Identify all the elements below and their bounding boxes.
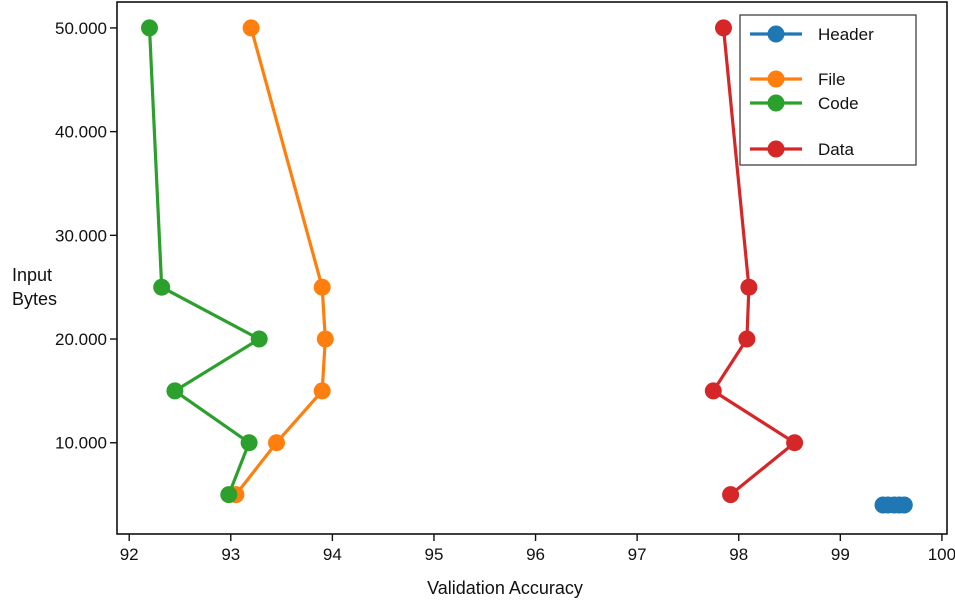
legend-marker-data (767, 140, 785, 158)
x-tick-label: 95 (425, 545, 444, 564)
plot-frame (116, 1, 948, 535)
data-point-header-4 (895, 496, 913, 514)
legend-item-file: File (750, 70, 845, 89)
legend-label-file: File (818, 70, 845, 89)
data-point-data-1 (786, 434, 804, 452)
x-tick-label: 99 (831, 545, 850, 564)
x-tick-label: 92 (120, 545, 139, 564)
data-point-data-0 (722, 486, 740, 504)
plot-area (141, 19, 913, 514)
legend-marker-header (767, 25, 785, 43)
data-point-code-1 (240, 434, 258, 452)
data-point-data-4 (740, 278, 758, 296)
series-file (227, 19, 334, 504)
x-tick-label: 93 (221, 545, 240, 564)
data-point-code-5 (141, 19, 158, 37)
legend-item-data: Data (750, 140, 854, 159)
data-point-data-2 (704, 382, 722, 400)
series-data (704, 19, 804, 504)
y-axis-ticks: 10.000 20.000 30.000 40.000 50.000 (55, 19, 117, 453)
y-axis-title-line-1: Input (12, 265, 52, 285)
data-point-code-0 (220, 486, 238, 504)
y-tick-label: 20.000 (55, 330, 107, 349)
legend-label-code: Code (818, 94, 859, 113)
legend-item-code: Code (750, 94, 859, 113)
y-tick-label: 10.000 (55, 434, 107, 453)
legend-box (739, 14, 917, 166)
series-line-code (147, 27, 261, 496)
x-tick-label: 100 (928, 545, 955, 564)
data-point-file-1 (268, 434, 285, 452)
data-point-data-5 (715, 19, 732, 37)
legend-item-header: Header (750, 25, 874, 44)
x-axis-ticks: 92 93 94 95 96 97 98 99 100 (120, 534, 955, 564)
legend-marker-file (767, 70, 785, 88)
x-tick-label: 94 (323, 545, 342, 564)
legend: Header File Code Data (739, 14, 917, 166)
series-header (874, 496, 913, 514)
data-point-code-3 (250, 330, 268, 348)
data-point-data-3 (738, 330, 756, 348)
series-line-data (711, 27, 797, 496)
x-tick-label: 97 (628, 545, 647, 564)
data-point-file-3 (316, 330, 334, 348)
legend-label-data: Data (818, 140, 854, 159)
data-point-file-5 (242, 19, 260, 37)
x-tick-label: 98 (729, 545, 748, 564)
y-tick-label: 40.000 (55, 123, 107, 142)
data-point-file-2 (313, 382, 331, 400)
legend-marker-code (767, 94, 785, 112)
y-axis-title-line-2: Bytes (12, 289, 57, 309)
data-point-file-4 (313, 278, 331, 296)
y-tick-label: 50.000 (55, 19, 107, 38)
data-point-code-4 (153, 278, 171, 296)
series-code (141, 19, 268, 504)
x-axis-title: Validation Accuracy (427, 578, 583, 598)
y-tick-label: 30.000 (55, 226, 107, 245)
series-line-file (234, 27, 327, 496)
x-tick-label: 96 (526, 545, 545, 564)
legend-label-header: Header (818, 25, 874, 44)
data-point-code-2 (166, 382, 184, 400)
